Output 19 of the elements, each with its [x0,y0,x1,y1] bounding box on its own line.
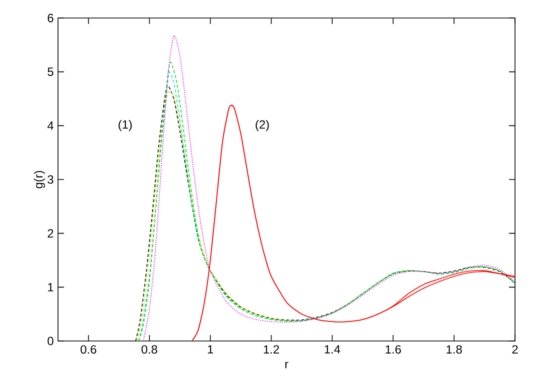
y-tick-label: 3 [48,175,54,184]
y-tick-label: 4 [47,122,54,130]
y-tick-label: 2 [48,229,54,238]
x-tick-label: 1.2 [264,345,279,354]
x-tick-label: 1.4 [324,345,340,354]
annotation: (1) [118,120,132,132]
y-axis-title: g(r) [34,170,46,188]
y-tick-label: 1 [48,283,54,292]
annotation: (2) [256,120,269,132]
x-axis-title: r [285,362,288,368]
x-tick-label: 1 [208,345,214,354]
x-tick-label: 1.8 [446,345,462,354]
y-tick-label: 6 [48,14,54,22]
y-tick-label: 5 [48,68,54,76]
x-tick-label: 0.6 [80,345,96,354]
x-tick-label: 0.8 [142,345,158,354]
x-tick-label: 2 [512,345,518,354]
y-tick-label: 0 [48,336,54,346]
x-tick-label: 1.6 [386,345,401,354]
